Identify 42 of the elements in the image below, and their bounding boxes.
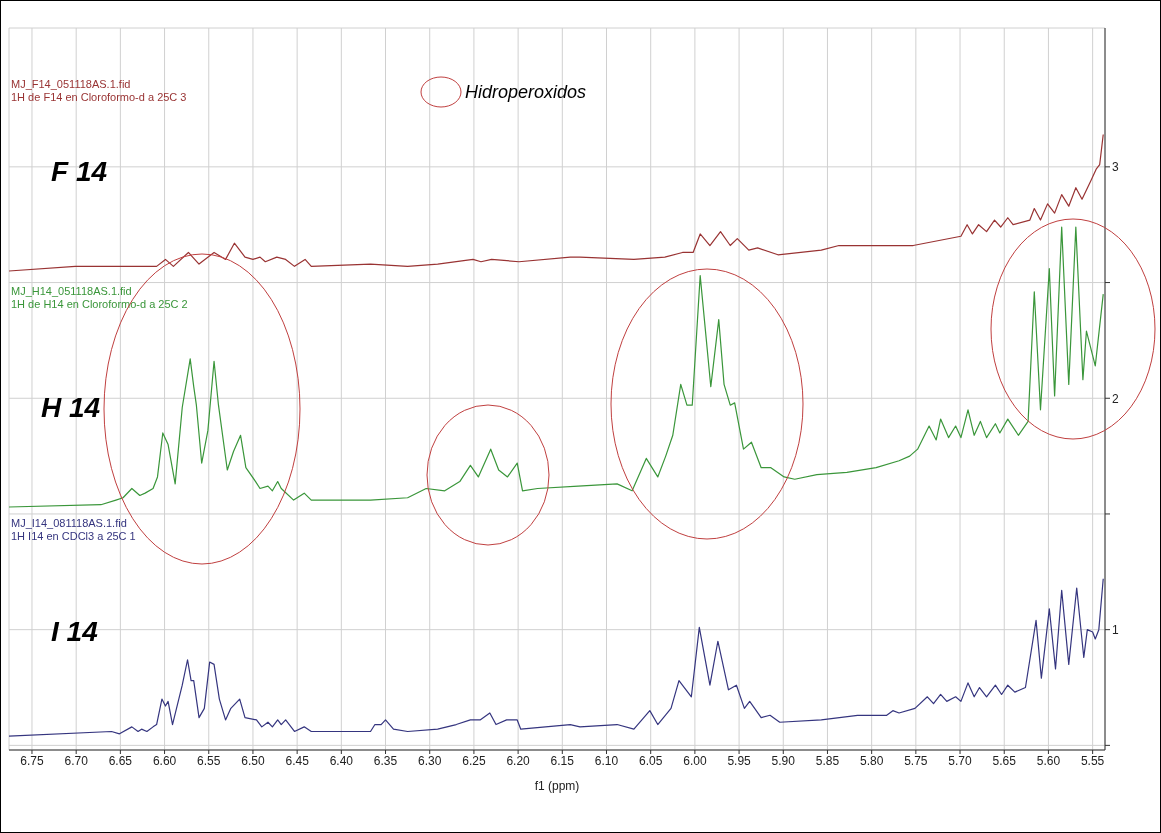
x-tick-label: 5.75 bbox=[904, 753, 928, 768]
annotation: MJ_H14_051118AS.1.fid bbox=[11, 285, 132, 298]
x-tick-label: 6.65 bbox=[108, 753, 133, 768]
x-tick-label: 6.50 bbox=[241, 753, 265, 768]
x-tick-label: 6.30 bbox=[418, 753, 442, 768]
x-tick-label: 6.05 bbox=[639, 753, 663, 768]
y-tick-label: 3 bbox=[1112, 160, 1119, 175]
x-tick-label: 6.10 bbox=[594, 753, 619, 768]
annotation: 1H de F14 en Cloroformo-d a 25C 3 bbox=[11, 91, 187, 104]
line-series bbox=[9, 226, 1104, 508]
annotation: 1H I14 en CDCl3 a 25C 1 bbox=[11, 530, 136, 543]
x-tick-label: 5.65 bbox=[992, 753, 1017, 768]
x-tick-label: 5.60 bbox=[1036, 753, 1061, 768]
y-tick-label: 1 bbox=[1112, 622, 1119, 637]
text: H 14 bbox=[41, 392, 101, 424]
x-tick-label: 6.40 bbox=[329, 753, 354, 768]
line-series bbox=[9, 578, 1104, 737]
x-tick-label: 5.95 bbox=[727, 753, 752, 768]
x-axis-title: f1 (ppm) bbox=[534, 779, 580, 793]
x-tick-label: 6.35 bbox=[373, 753, 398, 768]
x-tick-label: 5.55 bbox=[1080, 753, 1105, 768]
annotation: Hidroperoxidos bbox=[465, 81, 587, 103]
annotation: MJ_F14_051118AS.1.fid bbox=[11, 78, 131, 91]
x-tick-label: 6.25 bbox=[462, 753, 486, 768]
line-series bbox=[9, 133, 1104, 272]
annotation: 1H de H14 en Cloroformo-d a 25C 2 bbox=[11, 298, 188, 311]
x-tick-label: 6.70 bbox=[64, 753, 89, 768]
x-tick-label: 5.85 bbox=[815, 753, 840, 768]
x-tick-label: 6.00 bbox=[683, 753, 707, 768]
x-tick-label: 6.15 bbox=[550, 753, 575, 768]
text: I 14 bbox=[51, 616, 98, 648]
x-tick-label: 5.90 bbox=[771, 753, 796, 768]
x-tick-label: 5.70 bbox=[948, 753, 973, 768]
x-tick-label: 6.55 bbox=[197, 753, 221, 768]
text: F 14 bbox=[51, 156, 108, 188]
x-tick-label: 5.80 bbox=[859, 753, 884, 768]
y-tick-label: 2 bbox=[1112, 391, 1119, 406]
x-tick-label: 6.45 bbox=[285, 753, 310, 768]
x-tick-label: 6.60 bbox=[152, 753, 177, 768]
x-tick-label: 6.20 bbox=[506, 753, 531, 768]
annotation: MJ_I14_081118AS.1.fid bbox=[11, 517, 127, 530]
x-tick-label: 6.75 bbox=[20, 753, 44, 768]
